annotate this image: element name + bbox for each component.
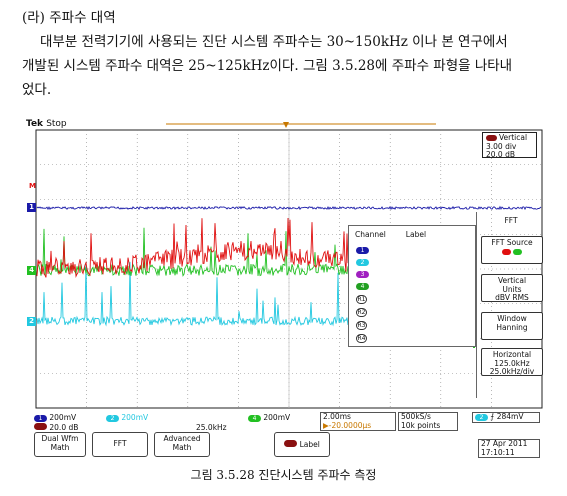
ch4-scale: 4 200mV [248, 413, 290, 423]
trigger-position-icon [283, 122, 289, 128]
ch1-scale-value: 200mV [49, 413, 77, 422]
label-panel-col-channel: Channel [355, 230, 386, 239]
fft-source-button[interactable]: FFT Source [481, 236, 543, 264]
label-row-ch1[interactable]: 1 [356, 245, 369, 255]
time-value: 17:10:11 [481, 447, 515, 457]
math-frequency: 25.0kHz [196, 423, 227, 432]
advanced-math-sub: Math [172, 442, 192, 452]
label-row-r1[interactable]: R1 [356, 294, 367, 304]
label-softkey-text: Label [299, 440, 320, 449]
label-row-ch4[interactable]: 4 [356, 281, 369, 291]
fft-side-menu: FFT FFT Source Vertical Units dBV RMS Wi… [476, 212, 544, 398]
trigger-readout: 2 ⨍ 284mV [472, 412, 540, 423]
window-value: Hanning [496, 322, 528, 332]
figure-caption: 그림 3.5.28 진단시스템 주파수 측정 [190, 468, 377, 482]
trigger-position-value: ▶-20.0000µs [323, 420, 372, 430]
label-row-r2[interactable]: R2 [356, 307, 367, 317]
sample-rate-value: 500kS/s [401, 412, 431, 421]
record-length-value: 10k points [401, 420, 441, 430]
vertical-units-label: Vertical [497, 276, 527, 285]
body-paragraph-line-1: 대부분 전력기기에 사용되는 진단 시스템 주파수는 30~150kHz 이나 … [40, 34, 508, 50]
rising-edge-icon: ⨍ [490, 412, 495, 421]
trigger-channel-pill-icon: 2 [475, 414, 488, 421]
math-scale: 20.0 dB [34, 423, 78, 433]
ref3-pill-icon: R3 [356, 321, 367, 330]
math-scale-value: 20.0 dB [49, 423, 79, 432]
vertical-div: 3.00 div [486, 141, 517, 151]
ch1-scale: 1 200mV [34, 413, 76, 423]
brand-label: Tek Stop [26, 119, 67, 129]
fft-softkey[interactable]: FFT [92, 432, 148, 457]
dual-wfm-sub: Math [50, 442, 70, 452]
vertical-units-value: dBV RMS [495, 293, 529, 302]
ch4-pill-icon: 4 [356, 283, 369, 290]
section-heading: (라) 주파수 대역 [22, 10, 116, 26]
ch1-status-pill-icon: 1 [34, 415, 47, 422]
ch3-pill-icon: 3 [356, 271, 369, 278]
math-pill-icon [486, 135, 497, 141]
fft-menu-title: FFT [504, 216, 518, 225]
label-math-pill-icon [284, 440, 298, 447]
source-pill-red-icon [502, 248, 511, 255]
window-label: Window [497, 314, 527, 323]
body-paragraph-line-3: 었다. [22, 82, 52, 98]
vertical-title: Vertical [499, 133, 528, 142]
dual-wfm-math-softkey[interactable]: Dual Wfm Math [34, 432, 86, 457]
ch2-status-pill-icon: 2 [106, 415, 119, 422]
horizontal-center: 125.0kHz [494, 358, 530, 368]
body-paragraph-line-2: 개발된 시스템 주파수 대역은 25~125kHz이다. 그림 3.5.28에 … [22, 58, 513, 74]
ch4-status-pill-icon: 4 [248, 415, 261, 422]
ch1-pill-icon: 1 [356, 247, 369, 254]
math-marker-icon: M [29, 182, 36, 190]
vertical-units-button[interactable]: Vertical Units dBV RMS [481, 274, 543, 302]
acquisition-readout: 500kS/s 10k points [398, 412, 458, 431]
vertical-readout-box: Vertical 3.00 div 20.0 dB [482, 132, 537, 159]
ref1-pill-icon: R1 [356, 295, 367, 304]
label-row-r4[interactable]: R4 [356, 333, 367, 343]
label-row-r3[interactable]: R3 [356, 320, 367, 330]
math-status-pill-icon [34, 423, 47, 430]
fft-source-label: FFT Source [491, 238, 533, 247]
ch2-scale: 2 200mV [106, 413, 148, 423]
vertical-db: 20.0 dB [486, 150, 515, 159]
horizontal-span: 25.0kHz/div [489, 367, 535, 376]
date-value: 27 Apr 2011 [481, 439, 528, 448]
ch1-marker-icon: 1 [27, 203, 36, 212]
ch2-pill-icon: 2 [356, 259, 369, 266]
label-panel: Channel Label 1 2 3 4 R1 R2 R3 R4 [348, 225, 476, 347]
ch2-scale-value: 200mV [121, 413, 149, 422]
oscilloscope-screenshot: Tek Stop Vertical 3.00 div 20.0 dB M 1 4… [26, 116, 544, 461]
ref2-pill-icon: R2 [356, 308, 367, 317]
ch4-scale-value: 200mV [263, 413, 291, 422]
acquisition-state: Stop [46, 119, 67, 129]
window-button[interactable]: Window Hanning [481, 312, 543, 340]
advanced-math-label: Advanced [163, 434, 201, 443]
dual-wfm-label: Dual Wfm [41, 434, 79, 443]
horizontal-button[interactable]: Horizontal 125.0kHz 25.0kHz/div [481, 348, 543, 376]
fft-softkey-label: FFT [113, 439, 127, 448]
source-pill-green-icon [513, 248, 522, 255]
ref4-pill-icon: R4 [356, 334, 367, 343]
horizontal-label: Horizontal [492, 350, 532, 359]
trigger-level-value: 284mV [496, 412, 524, 421]
ch1-trace [36, 205, 542, 211]
advanced-math-softkey[interactable]: Advanced Math [154, 432, 210, 457]
brand-text: Tek [26, 119, 44, 129]
timebase-value: 2.00ms [323, 412, 351, 421]
label-softkey[interactable]: Label [274, 432, 330, 457]
label-row-ch3[interactable]: 3 [356, 269, 369, 279]
ch2-marker-icon: 2 [27, 317, 36, 326]
vertical-units-sub: Units [502, 284, 522, 294]
label-panel-col-label: Label [405, 230, 427, 239]
ch4-marker-icon: 4 [27, 266, 36, 275]
timebase-readout: 2.00ms ▶-20.0000µs [320, 412, 396, 431]
label-row-ch2[interactable]: 2 [356, 257, 369, 267]
datetime-readout: 27 Apr 2011 17:10:11 [478, 439, 540, 458]
fft-source-pills [482, 248, 542, 257]
